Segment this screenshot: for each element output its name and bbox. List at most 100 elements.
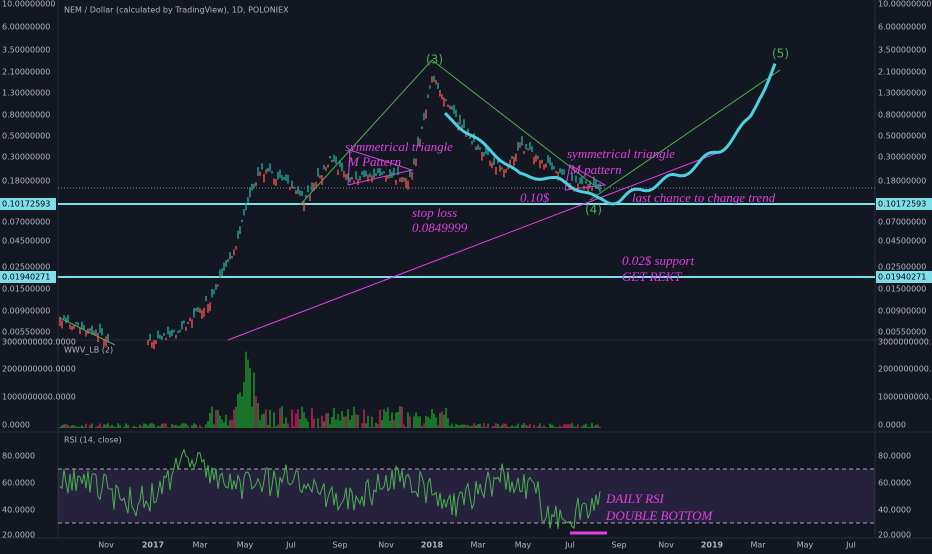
volume-bar [491,427,493,428]
candle [259,172,260,176]
volume-bar [555,427,557,428]
candle [549,157,550,165]
volume-bar [523,423,525,428]
volume-bar [63,424,65,428]
candle [169,331,170,338]
volume-bar [535,427,537,428]
volume-bar [389,421,391,428]
price-axis-label: 0.00550000 [878,328,926,337]
volume-bar [493,426,495,428]
volume-bar [321,416,323,428]
volume-bar [145,424,147,428]
candle [277,172,278,179]
volume-bar [217,410,219,428]
candle [217,284,218,286]
volume-bar [415,412,417,428]
candle [83,325,84,330]
candle [283,177,284,180]
candle [155,340,156,344]
volume-bar [83,427,85,428]
candle [193,308,194,318]
price-axis-label: 0.04500000 [878,237,926,246]
candle [267,168,268,172]
candle [255,182,256,186]
volume-bar [135,427,137,428]
candle [161,336,162,340]
volume-bar [295,414,297,428]
candle [147,340,148,345]
volume-bar [527,426,529,428]
volume-bar [591,423,593,428]
pane-title: RSI (14, close) [64,436,122,445]
time-axis-label: Jul [285,541,296,550]
candle [509,160,510,165]
candle [105,336,106,345]
candle [499,165,500,172]
volume-bar [397,412,399,428]
volume-bar [525,425,527,428]
candle [589,181,590,187]
volume-axis-label: 3000000000.0000 [878,338,932,347]
rsi-axis-label: 60.0000 [2,479,35,488]
volume-bar [599,427,601,428]
candle [221,268,222,276]
volume-bar [445,408,447,428]
candle [77,322,78,325]
volume-bar [597,425,599,428]
volume-bar [89,425,91,428]
volume-bar [465,425,467,428]
candle [443,98,444,107]
candle [555,171,556,174]
candle [373,169,374,179]
volume-bar [299,419,301,428]
candle [237,231,238,239]
candle [245,203,246,210]
volume-bar [223,422,225,428]
time-axis-label: Mar [750,541,766,550]
candle [423,113,424,121]
candle [305,195,306,198]
annotation: DAILY RSI [605,491,665,506]
volume-bar [173,425,175,428]
candle [181,321,182,329]
volume-bar [283,424,285,428]
candle [351,177,352,180]
volume-bar [175,425,177,428]
time-axis-label: Mar [470,541,486,550]
candle [159,335,160,339]
volume-bar [587,427,589,428]
price-axis-label: 0.80000000 [878,111,926,120]
volume-bar [409,417,411,428]
volume-bar [311,408,313,428]
candle [581,176,582,185]
volume-bar [335,420,337,428]
volume-bar [245,352,247,428]
volume-bar [65,424,67,428]
volume-bar [91,423,93,428]
volume-bar [329,424,331,428]
volume-bar [229,420,231,428]
volume-bar [381,420,383,428]
time-axis-label: May [237,541,254,550]
candle [383,171,384,173]
volume-bar [331,417,333,428]
candle [445,99,446,101]
volume-bar [537,426,539,428]
time-axis-label: May [797,541,814,550]
volume-bar [421,426,423,428]
volume-bar [569,424,571,428]
volume-bar [363,409,365,428]
volume-bar [387,407,389,428]
volume-bar [515,426,517,428]
candle [339,161,340,167]
time-axis-label: 2019 [701,541,724,550]
volume-bar [169,427,171,428]
volume-bar [441,411,443,428]
time-axis-label: Nov [98,541,114,550]
candle [297,186,298,194]
volume-bar [221,420,223,428]
time-axis-label: Mar [192,541,208,550]
volume-bar [159,426,161,428]
candle [65,317,66,323]
